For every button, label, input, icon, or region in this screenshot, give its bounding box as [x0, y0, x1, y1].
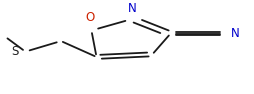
Text: O: O	[86, 11, 95, 24]
Text: N: N	[231, 28, 240, 41]
Text: S: S	[12, 45, 19, 58]
Text: N: N	[128, 2, 136, 15]
